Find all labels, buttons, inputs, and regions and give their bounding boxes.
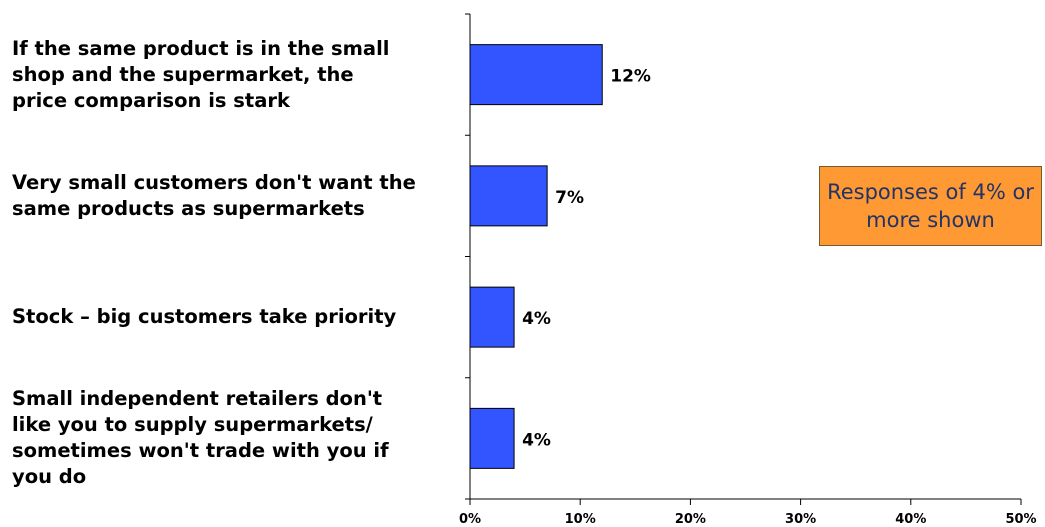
category-label: If the same product is in the small shop… [12,36,390,112]
bar [469,286,515,348]
x-tick-label: 50% [1005,512,1036,527]
data-label: 7% [555,188,584,208]
data-label: 12% [610,67,651,87]
x-tick-label: 10% [565,512,596,527]
note-text: Responses of 4% or more shown [827,180,1034,232]
bar [469,407,515,469]
category-label: Small independent retailers don't like y… [12,387,389,489]
bar [469,165,548,227]
x-tick-label: 30% [785,512,816,527]
category-label: Very small customers don't want the same… [12,170,416,220]
data-label: 4% [522,309,551,329]
category-label: Stock – big customers take priority [12,305,397,329]
bar [469,44,603,106]
note-box: Responses of 4% or more shown [819,166,1042,246]
data-label: 4% [522,430,551,450]
x-tick-label: 0% [459,512,481,527]
x-tick-label: 40% [895,512,926,527]
x-tick-label: 20% [675,512,706,527]
